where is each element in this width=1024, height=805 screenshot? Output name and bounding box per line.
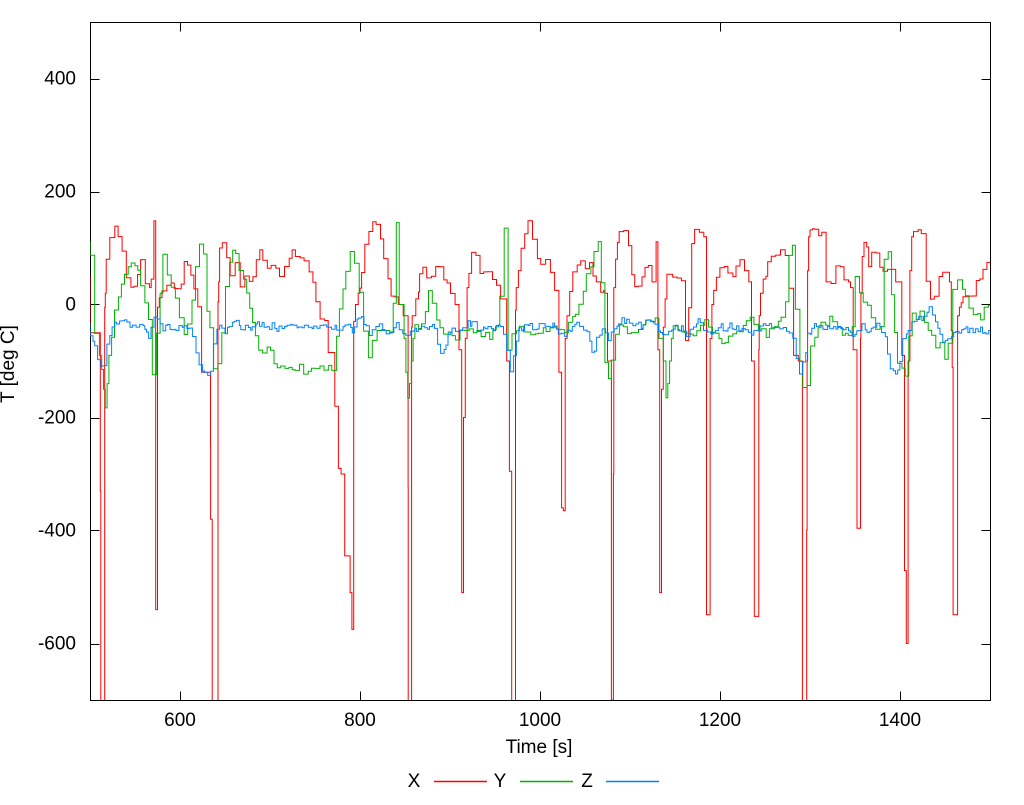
svg-text:Y: Y xyxy=(494,771,507,792)
svg-text:-200: -200 xyxy=(38,408,76,429)
svg-text:800: 800 xyxy=(344,710,376,731)
svg-text:-400: -400 xyxy=(38,521,76,542)
svg-text:T [deg C]: T [deg C] xyxy=(0,325,19,403)
svg-text:Time [s]: Time [s] xyxy=(506,737,573,758)
svg-text:1000: 1000 xyxy=(519,710,561,731)
svg-text:1400: 1400 xyxy=(879,710,921,731)
svg-text:200: 200 xyxy=(44,182,76,203)
svg-text:600: 600 xyxy=(164,710,196,731)
svg-text:-600: -600 xyxy=(38,634,76,655)
svg-text:X: X xyxy=(408,771,421,792)
svg-text:400: 400 xyxy=(44,69,76,90)
svg-text:1200: 1200 xyxy=(699,710,741,731)
svg-text:Z: Z xyxy=(581,771,593,792)
svg-text:0: 0 xyxy=(65,295,76,316)
